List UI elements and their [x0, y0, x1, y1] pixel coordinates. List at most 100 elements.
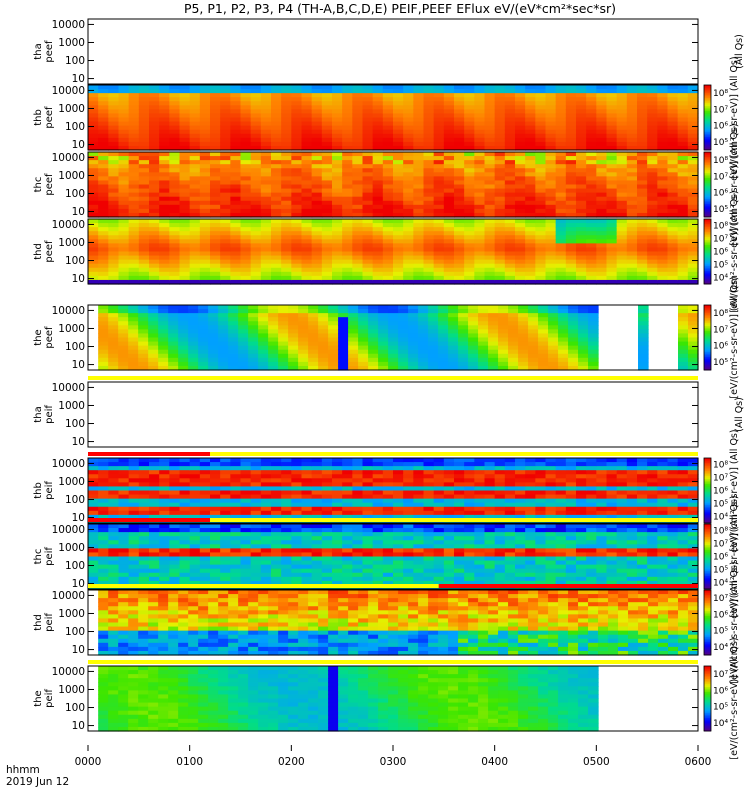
- spectrogram-cell: [88, 279, 99, 285]
- spectrogram-cell: [179, 279, 191, 285]
- spectrogram-cell: [118, 160, 130, 165]
- spectrogram-cell: [545, 490, 557, 496]
- spectrogram-cell: [189, 93, 201, 98]
- spectrogram-cell: [352, 227, 364, 232]
- spectrogram-cell: [301, 172, 313, 177]
- spectrogram-cell: [281, 145, 292, 151]
- spectrogram-cell: [291, 93, 303, 98]
- spectrogram-cell: [199, 85, 211, 90]
- spectrogram-cell: [626, 219, 638, 224]
- spectrogram-cell: [98, 321, 109, 326]
- colorbar-segment: [704, 213, 711, 216]
- spectrogram-cell: [525, 498, 536, 504]
- spectrogram-cell: [548, 349, 559, 355]
- spectrogram-cell: [332, 275, 343, 281]
- spectrogram-cell: [504, 93, 516, 98]
- spectrogram-cell: [423, 486, 435, 492]
- spectrogram-cell: [271, 223, 282, 228]
- spectrogram-cell: [118, 345, 129, 351]
- spectrogram-cell: [240, 121, 252, 127]
- spectrogram-cell: [478, 325, 489, 330]
- spectrogram-cell: [240, 271, 252, 277]
- spectrogram-cell: [423, 176, 435, 182]
- spectrogram-cell: [321, 117, 333, 123]
- spectrogram-cell: [687, 196, 699, 202]
- spectrogram-cell: [637, 160, 648, 165]
- spectrogram-cell: [168, 337, 179, 343]
- spectrogram-cell: [657, 89, 669, 94]
- spectrogram-cell: [484, 227, 496, 232]
- spectrogram-cell: [168, 321, 179, 326]
- spectrogram-cell: [393, 192, 404, 198]
- spectrogram-cell: [188, 333, 199, 339]
- colorbar-segment: [704, 173, 711, 176]
- spectrogram-cell: [418, 321, 429, 326]
- spectrogram-cell: [515, 121, 526, 127]
- spectrogram-cell: [538, 341, 549, 347]
- spectrogram-cell: [128, 223, 140, 228]
- spectrogram-cell: [454, 239, 465, 244]
- spectrogram-cell: [418, 317, 429, 322]
- spectrogram-cell: [159, 101, 170, 106]
- spectrogram-cell: [321, 514, 333, 520]
- spectrogram-cell: [443, 184, 455, 190]
- spectrogram-cell: [108, 279, 120, 285]
- spectrogram-cell: [667, 109, 679, 115]
- spectrogram-cell: [382, 184, 394, 190]
- spectrogram-cell: [494, 152, 506, 157]
- spectrogram-cell: [338, 317, 349, 322]
- spectrogram-cell: [484, 474, 496, 479]
- spectrogram-cell: [576, 227, 587, 232]
- spectrogram-cell: [149, 117, 160, 123]
- spectrogram-cell: [647, 200, 658, 206]
- spectrogram-cell: [321, 219, 333, 224]
- spectrogram-cell: [368, 317, 379, 322]
- spectrogram-cell: [687, 164, 699, 169]
- spectrogram-cell: [179, 89, 191, 94]
- spectrogram-cell: [484, 133, 496, 139]
- spectrogram-cell: [576, 267, 587, 273]
- spectrogram-cell: [189, 113, 201, 119]
- spectrogram-cell: [626, 247, 638, 253]
- spectrogram-cell: [248, 325, 259, 330]
- spectrogram-cell: [169, 482, 181, 488]
- spectrogram-cell: [525, 188, 536, 194]
- spectrogram-cell: [342, 137, 353, 143]
- spectrogram-cell: [494, 117, 506, 123]
- spectrogram-cell: [525, 192, 536, 198]
- spectrogram-cell: [321, 184, 333, 190]
- spectrogram-cell: [606, 200, 618, 206]
- spectrogram-cell: [88, 247, 99, 253]
- spectrogram-cell: [230, 223, 242, 228]
- spectrogram-cell: [268, 329, 279, 335]
- spectrogram-cell: [342, 212, 353, 218]
- spectrogram-cell: [677, 117, 689, 123]
- spectrogram-cell: [321, 486, 333, 492]
- spectrogram-cell: [667, 466, 679, 471]
- spectrogram-cell: [657, 176, 669, 182]
- y-tick-label: 1000: [58, 237, 85, 249]
- spectrogram-cell: [271, 156, 282, 161]
- spectrogram-cell: [494, 231, 506, 236]
- spectrogram-cell: [158, 337, 169, 343]
- spectrogram-cell: [687, 176, 699, 182]
- spectrogram-cell: [408, 337, 419, 343]
- spectrogram-cell: [352, 200, 364, 206]
- spectrogram-cell: [220, 227, 231, 232]
- spectrogram-cell: [228, 361, 239, 367]
- spectrogram-cell: [667, 85, 679, 90]
- spectrogram-cell: [393, 474, 404, 479]
- spectrogram-cell: [494, 133, 506, 139]
- spectrogram-cell: [281, 125, 292, 131]
- spectrogram-cell: [149, 200, 160, 206]
- spectrogram-cell: [378, 341, 389, 347]
- spectrogram-cell: [403, 137, 414, 143]
- spectrogram-cell: [368, 341, 379, 347]
- spectrogram-cell: [606, 109, 618, 115]
- colorbar-unit-label: (All Qs): [734, 397, 745, 432]
- spectrogram-cell: [368, 309, 379, 314]
- spectrogram-cell: [504, 105, 516, 110]
